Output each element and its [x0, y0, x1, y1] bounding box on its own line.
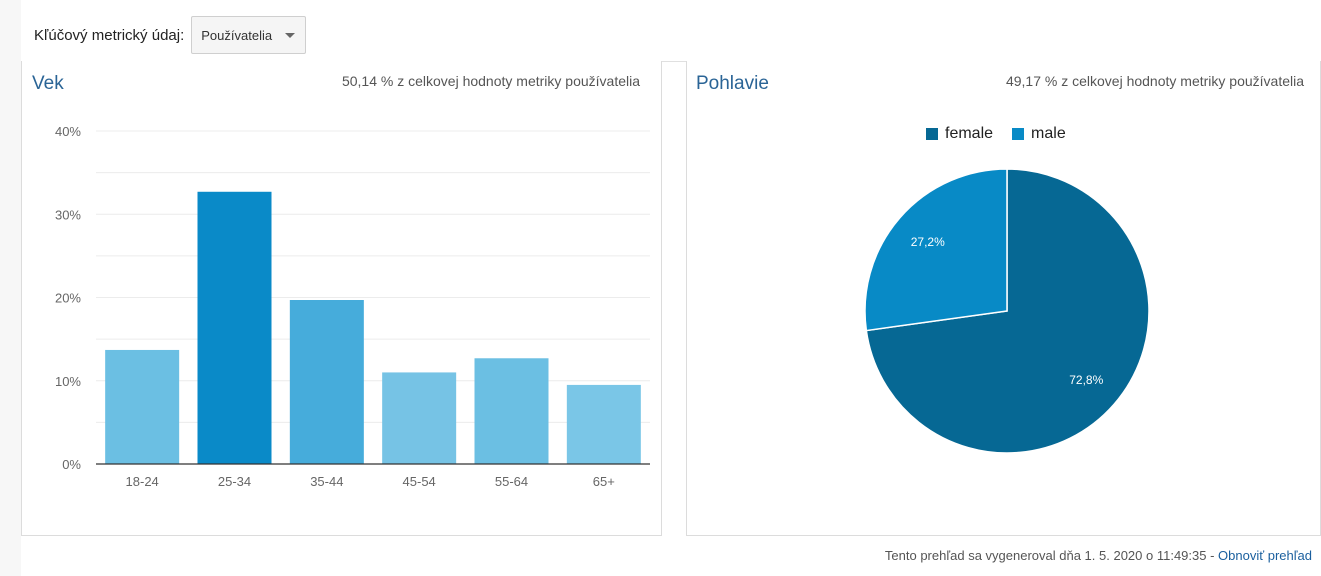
gender-panel-subtitle: 49,17 % z celkovej hodnoty metriky použí… — [1005, 73, 1304, 89]
gender-panel: Pohlavie 49,17 % z celkovej hodnoty metr… — [686, 61, 1321, 536]
metric-dropdown[interactable]: Používatelia — [191, 16, 307, 54]
age-panel-title: Vek — [32, 73, 64, 94]
y-tick-label: 30% — [55, 207, 81, 222]
x-tick-label: 25-34 — [218, 474, 251, 489]
x-tick-label: 55-64 — [495, 474, 528, 489]
bar-18-24[interactable] — [105, 349, 180, 464]
report-footer: Tento prehľad sa vygeneroval dňa 1. 5. 2… — [885, 548, 1312, 563]
pie-slice-male[interactable] — [864, 168, 1008, 332]
y-tick-label: 10% — [55, 374, 81, 389]
y-tick-label: 40% — [55, 124, 81, 139]
pie-value-label: 72,8% — [1069, 373, 1103, 387]
age-bar-chart: 0% 10% 20% 30% 40% 18-24 25-34 35-44 45-54 55-64 6… — [55, 124, 650, 489]
gender-pie-chart: 72,8% 27,2% — [864, 168, 1150, 454]
x-tick-label: 18-24 — [126, 474, 159, 489]
x-tick-label: 35-44 — [310, 474, 343, 489]
bar-55-64[interactable] — [474, 358, 549, 464]
legend-swatch-male — [1012, 128, 1025, 140]
metric-label: Kľúčový metrický údaj: — [34, 26, 185, 44]
legend-label-male: male — [1031, 125, 1066, 142]
bar-65+[interactable] — [566, 384, 641, 464]
legend-item-male[interactable]: male — [1012, 125, 1066, 143]
refresh-report-link[interactable]: Obnoviť prehľad — [1218, 548, 1312, 563]
age-panel-subtitle: 50,14 % z celkovej hodnoty metriky použí… — [341, 73, 640, 89]
y-tick-label: 20% — [55, 291, 81, 306]
y-tick-label: 0% — [62, 457, 81, 472]
metric-selector-row: Kľúčový metrický údaj: Používatelia — [34, 16, 307, 54]
bar-35-44[interactable] — [289, 299, 364, 464]
pie-value-label: 27,2% — [911, 235, 945, 249]
x-tick-label: 45-54 — [403, 474, 436, 489]
age-panel: Vek 50,14 % z celkovej hodnoty metriky p… — [21, 61, 662, 536]
gender-panel-title: Pohlavie — [696, 73, 769, 94]
pie-legend: female male — [926, 125, 1085, 143]
chevron-down-icon — [285, 33, 296, 38]
metric-dropdown-value: Používatelia — [201, 27, 273, 43]
divider — [21, 61, 1321, 62]
legend-label-female: female — [945, 125, 994, 142]
footer-text: Tento prehľad sa vygeneroval dňa 1. 5. 2… — [884, 548, 1215, 563]
x-tick-label: 65+ — [593, 474, 615, 489]
legend-item-female[interactable]: female — [926, 125, 993, 143]
left-edge-strip — [0, 0, 21, 576]
bar-45-54[interactable] — [382, 372, 457, 464]
legend-swatch-female — [926, 128, 938, 140]
bar-25-34[interactable] — [197, 191, 272, 464]
